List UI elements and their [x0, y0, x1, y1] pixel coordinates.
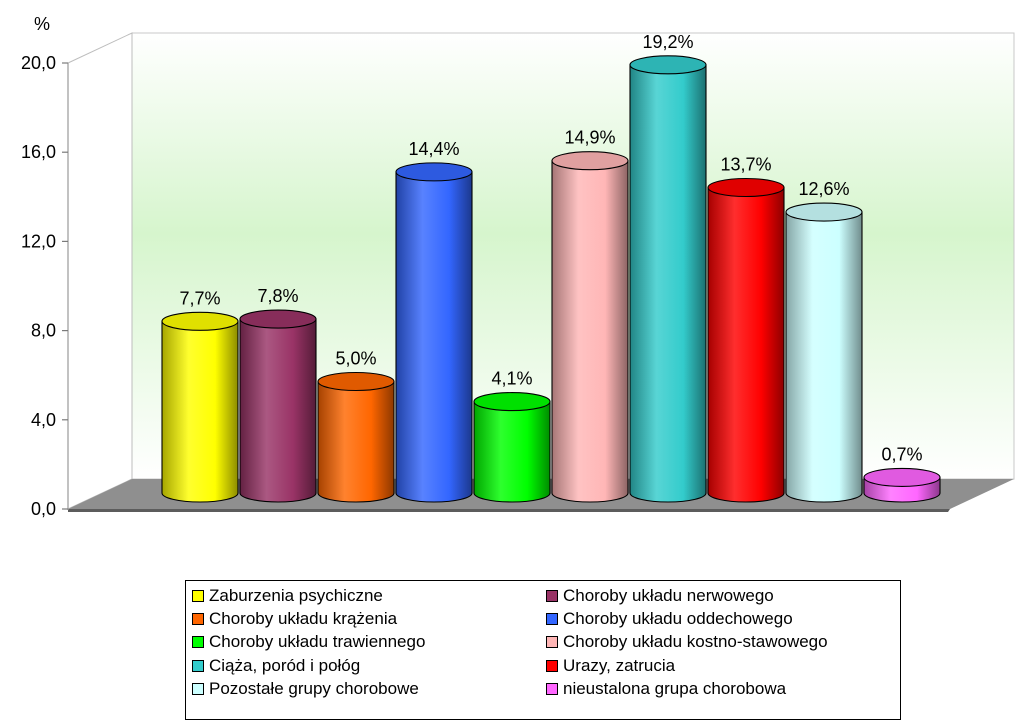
data-label: 14,9%: [564, 128, 615, 148]
legend-item: nieustalona grupa chorobowa: [546, 678, 900, 701]
legend-label: Choroby układu oddechowego: [563, 609, 793, 629]
bar-top: [317, 371, 395, 392]
legend-label: Choroby układu krążenia: [209, 609, 398, 629]
legend-swatch: [546, 683, 558, 696]
bar-body: [785, 211, 863, 503]
legend-swatch: [546, 636, 558, 649]
y-tick-label: 0,0: [31, 499, 56, 519]
bar-body: [317, 380, 395, 503]
side-wall: [67, 32, 133, 510]
bar-body: [161, 320, 239, 503]
legend-label: Pozostałe grupy chorobowe: [209, 679, 419, 699]
legend-item: Pozostałe grupy chorobowe: [192, 678, 546, 701]
bar: [551, 151, 629, 503]
y-tick-label: 16,0: [21, 142, 56, 162]
legend-swatch: [546, 589, 558, 602]
bar-body: [629, 64, 707, 503]
bar-body: [707, 186, 785, 503]
bar: [785, 202, 863, 503]
floor-edge: [68, 509, 950, 512]
bar-top: [551, 151, 629, 171]
y-tick-label: 8,0: [31, 321, 56, 341]
legend-label: Zaburzenia psychiczne: [209, 585, 383, 605]
bar-top: [785, 202, 863, 222]
legend: Zaburzenia psychiczne Choroby układu nerw…: [185, 580, 901, 720]
bar-body: [473, 401, 551, 503]
bar-body: [239, 318, 317, 503]
bar: [707, 177, 785, 503]
bar: [473, 392, 551, 503]
data-label: 7,8%: [257, 286, 298, 306]
bar: [863, 467, 941, 503]
data-label: 14,4%: [408, 139, 459, 159]
data-label: 0,7%: [881, 444, 922, 464]
legend-item: Choroby układu kostno-stawowego: [546, 631, 900, 654]
legend-item: Choroby układu oddechowego: [546, 607, 900, 630]
legend-item: Urazy, zatrucia: [546, 654, 900, 677]
legend-label: Urazy, zatrucia: [563, 655, 676, 675]
bar-top: [473, 392, 551, 412]
legend-label: Ciąża, poród i połóg: [209, 655, 361, 675]
legend-item: Choroby układu trawiennego: [192, 631, 546, 654]
data-label: 5,0%: [335, 349, 376, 369]
bar: [239, 309, 317, 503]
bar: [317, 371, 395, 503]
data-label: 4,1%: [491, 369, 532, 389]
y-tick-label: 4,0: [31, 410, 56, 430]
bar-top: [239, 309, 317, 329]
legend-swatch: [192, 613, 204, 626]
legend-item: Choroby układu nerwowego: [546, 584, 900, 607]
bar-top: [395, 162, 473, 182]
legend-swatch: [192, 636, 204, 649]
legend-label: Choroby układu nerwowego: [563, 585, 774, 605]
data-label: 19,2%: [642, 32, 693, 52]
legend-swatch: [192, 659, 204, 672]
legend-label: Choroby układu trawiennego: [209, 632, 426, 652]
chart-area: 0,0 4,0 8,0 12,0 16,0 20,0% 7,7% 7,8% 5,0% 14,4%…: [21, 14, 1015, 519]
y-unit-label: %: [34, 14, 50, 34]
bar: [161, 311, 239, 503]
legend-swatch: [546, 659, 558, 672]
bar-chart: 0,0 4,0 8,0 12,0 16,0 20,0% 7,7% 7,8% 5,0% 14,4%…: [21, 14, 1015, 519]
legend-label: Choroby układu kostno-stawowego: [563, 632, 828, 652]
bar-body: [551, 160, 629, 503]
data-label: 7,7%: [179, 288, 220, 308]
legend-label: nieustalona grupa chorobowa: [563, 679, 787, 699]
legend-item: Choroby układu krążenia: [192, 607, 546, 630]
bar-top: [161, 311, 239, 331]
y-tick-label: 12,0: [21, 231, 56, 251]
bar: [629, 55, 707, 503]
data-label: 13,7%: [720, 154, 771, 174]
legend-item: Zaburzenia psychiczne: [192, 584, 546, 607]
legend-swatch: [546, 613, 558, 626]
bar: [395, 162, 473, 503]
bar-top: [707, 177, 785, 198]
legend-swatch: [192, 683, 204, 696]
bar-top: [863, 467, 941, 487]
y-tick-label: 20,0: [21, 53, 56, 73]
bar-body: [395, 171, 473, 503]
bar-top: [629, 55, 707, 75]
data-label: 12,6%: [798, 179, 849, 199]
legend-item: Ciąża, poród i połóg: [192, 654, 546, 677]
legend-swatch: [192, 589, 204, 602]
